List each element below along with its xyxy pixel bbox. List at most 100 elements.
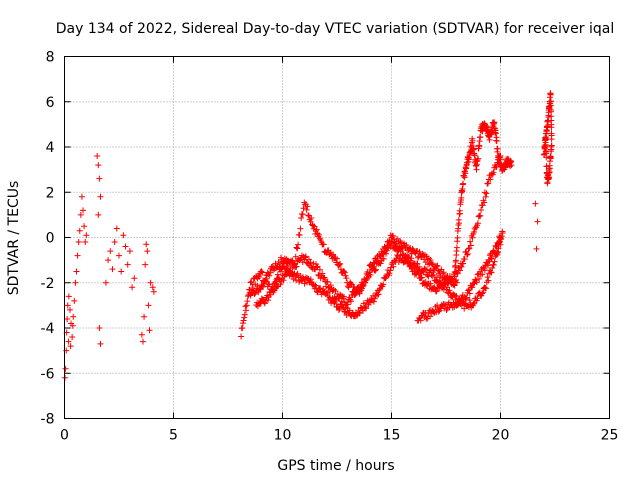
data-point <box>259 269 266 276</box>
data-point <box>547 91 554 98</box>
data-point <box>241 311 248 318</box>
data-point <box>486 136 493 143</box>
data-point <box>324 278 331 285</box>
data-point <box>370 298 377 305</box>
data-point <box>313 264 320 271</box>
data-point <box>435 308 442 315</box>
y-tick-label: -8 <box>41 412 55 428</box>
data-point <box>149 284 156 291</box>
data-point <box>380 255 387 262</box>
data-point <box>414 260 421 267</box>
data-point <box>453 279 460 286</box>
data-point <box>476 275 483 282</box>
data-point <box>83 232 90 239</box>
data-point <box>341 293 348 300</box>
data-point <box>461 256 468 263</box>
data-point <box>548 136 555 143</box>
data-point <box>494 145 501 152</box>
data-point <box>265 297 272 304</box>
data-point <box>547 98 554 105</box>
x-tick-label: 25 <box>601 428 619 444</box>
data-point <box>305 212 312 219</box>
data-point <box>485 262 492 269</box>
data-point <box>360 300 367 307</box>
data-point <box>389 238 396 245</box>
data-point <box>74 252 81 259</box>
data-point <box>474 295 481 302</box>
data-point <box>453 302 460 309</box>
data-point <box>97 193 104 200</box>
data-point <box>465 245 472 252</box>
data-point <box>124 261 131 268</box>
data-point <box>320 286 327 293</box>
data-point <box>78 193 85 200</box>
data-point <box>76 227 83 234</box>
data-point <box>439 270 446 277</box>
data-point <box>239 320 246 327</box>
data-point <box>297 225 304 232</box>
data-point <box>294 270 301 277</box>
data-point <box>478 207 485 214</box>
data-point <box>387 267 394 274</box>
data-point <box>281 260 288 267</box>
data-point <box>394 252 401 259</box>
data-point <box>109 266 116 273</box>
data-point <box>469 137 476 144</box>
data-point <box>532 200 539 207</box>
data-point <box>483 190 490 197</box>
data-point <box>260 283 267 290</box>
data-point <box>105 257 112 264</box>
data-point <box>70 313 77 320</box>
data-point <box>356 309 363 316</box>
data-point <box>62 365 69 372</box>
data-point <box>427 280 434 287</box>
data-point <box>142 261 149 268</box>
data-point <box>296 231 303 238</box>
data-point <box>73 268 80 275</box>
data-point <box>321 274 328 281</box>
data-point <box>427 313 434 320</box>
data-point <box>64 302 71 309</box>
data-point <box>461 174 468 181</box>
x-tick-label: 20 <box>492 428 510 444</box>
data-point <box>293 263 300 270</box>
data-point <box>542 134 549 141</box>
data-point <box>96 175 103 182</box>
data-point <box>460 260 467 267</box>
data-point <box>458 194 465 201</box>
data-point <box>465 287 472 294</box>
data-point <box>331 300 338 307</box>
data-point <box>313 226 320 233</box>
data-point <box>497 156 504 163</box>
data-point <box>276 263 283 270</box>
data-point <box>456 220 463 227</box>
data-point <box>116 252 122 259</box>
data-point <box>495 240 502 247</box>
data-point <box>327 282 334 289</box>
data-point <box>317 285 324 292</box>
data-point <box>243 302 250 309</box>
data-point <box>450 277 457 284</box>
data-point <box>375 291 382 298</box>
data-point <box>451 269 458 276</box>
data-point <box>147 279 154 286</box>
data-point <box>452 257 459 264</box>
data-point <box>111 239 118 246</box>
data-point <box>346 307 353 314</box>
data-point <box>397 252 404 259</box>
data-point <box>280 277 287 284</box>
data-point <box>360 307 367 314</box>
data-point <box>312 282 319 289</box>
data-point <box>95 211 102 218</box>
data-point <box>493 243 500 250</box>
data-point <box>477 212 484 219</box>
data-point <box>316 231 323 238</box>
data-point <box>380 281 387 288</box>
data-point <box>477 134 484 141</box>
data-point <box>150 288 157 295</box>
data-point <box>131 275 138 282</box>
data-point <box>97 340 104 347</box>
data-point <box>353 312 360 319</box>
x-tick-label: 0 <box>60 428 69 444</box>
